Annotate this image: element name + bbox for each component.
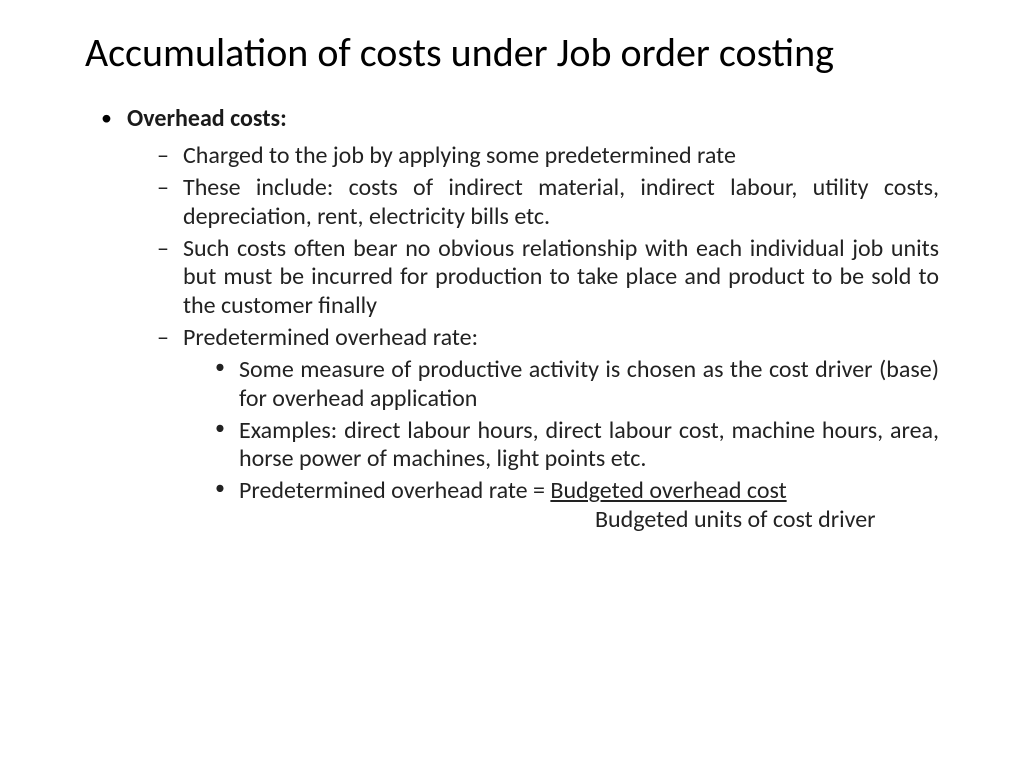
predetermined-rate-label: Predetermined overhead rate: bbox=[183, 323, 478, 352]
subsub-item-measure: Some measure of productive activity is c… bbox=[211, 356, 939, 413]
sub-item-include: These include: costs of indirect materia… bbox=[153, 174, 939, 231]
sub-item-charged: Charged to the job by applying some pred… bbox=[153, 142, 939, 170]
sub-item-relationship: Such costs often bear no obvious relatio… bbox=[153, 235, 939, 320]
subsub-item-examples: Examples: direct labour hours, direct la… bbox=[211, 417, 939, 474]
overhead-costs-label: Overhead costs: bbox=[127, 104, 287, 133]
sub-item-predetermined: Predetermined overhead rate: Some measur… bbox=[153, 324, 939, 534]
bullet-list-level2: Charged to the job by applying some pred… bbox=[127, 142, 939, 534]
formula-denominator: Budgeted units of cost driver bbox=[239, 506, 939, 534]
bullet-overhead-costs: Overhead costs: Charged to the job by ap… bbox=[95, 104, 939, 534]
bullet-list-level1: Overhead costs: Charged to the job by ap… bbox=[85, 104, 939, 534]
formula-numerator: Budgeted overhead cost bbox=[550, 476, 786, 505]
formula-prefix: Predetermined overhead rate = bbox=[239, 476, 550, 505]
bullet-list-level3: Some measure of productive activity is c… bbox=[183, 356, 939, 534]
subsub-item-formula: Predetermined overhead rate = Budgeted o… bbox=[211, 477, 939, 534]
slide-title: Accumulation of costs under Job order co… bbox=[85, 30, 939, 76]
